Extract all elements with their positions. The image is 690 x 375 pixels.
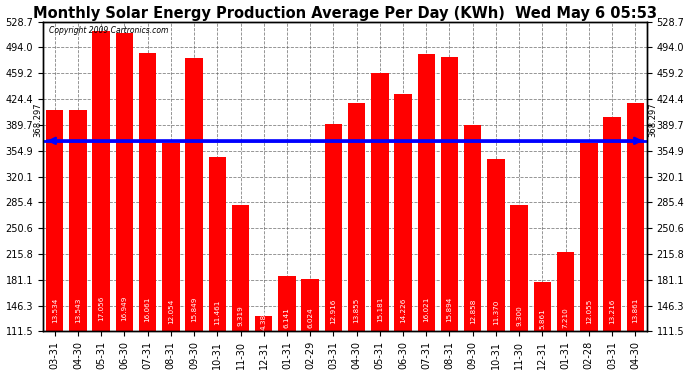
Bar bbox=[395, 94, 412, 375]
Text: 13.543: 13.543 bbox=[75, 298, 81, 323]
Bar bbox=[186, 58, 203, 375]
Bar bbox=[580, 143, 598, 375]
Text: 15.849: 15.849 bbox=[191, 296, 197, 322]
Bar bbox=[464, 125, 482, 375]
Bar bbox=[69, 110, 87, 375]
Text: 11.461: 11.461 bbox=[215, 299, 220, 325]
Bar bbox=[348, 103, 365, 375]
Title: Monthly Solar Energy Production Average Per Day (KWh)  Wed May 6 05:53: Monthly Solar Energy Production Average … bbox=[33, 6, 657, 21]
Text: 15.181: 15.181 bbox=[377, 297, 383, 322]
Text: 7.210: 7.210 bbox=[562, 307, 569, 328]
Text: 12.916: 12.916 bbox=[331, 298, 337, 324]
Text: 17.056: 17.056 bbox=[98, 296, 104, 321]
Text: 13.534: 13.534 bbox=[52, 298, 58, 323]
Bar bbox=[557, 252, 574, 375]
Text: 15.894: 15.894 bbox=[446, 296, 453, 322]
Text: 6.024: 6.024 bbox=[307, 308, 313, 328]
Text: 12.858: 12.858 bbox=[470, 298, 475, 324]
Text: 16.949: 16.949 bbox=[121, 296, 128, 321]
Bar bbox=[116, 33, 133, 375]
Text: 368.297: 368.297 bbox=[648, 102, 657, 137]
Bar bbox=[533, 282, 551, 375]
Text: 6.141: 6.141 bbox=[284, 308, 290, 328]
Bar bbox=[302, 279, 319, 375]
Text: Copyright 2009 Cartronics.com: Copyright 2009 Cartronics.com bbox=[49, 26, 168, 35]
Text: 5.861: 5.861 bbox=[540, 308, 545, 328]
Bar bbox=[255, 316, 273, 375]
Text: 9.300: 9.300 bbox=[516, 306, 522, 326]
Bar bbox=[139, 53, 157, 375]
Bar bbox=[208, 157, 226, 375]
Bar bbox=[441, 57, 458, 375]
Text: 9.319: 9.319 bbox=[237, 305, 244, 326]
Bar bbox=[325, 124, 342, 375]
Text: 14.226: 14.226 bbox=[400, 297, 406, 323]
Bar bbox=[278, 276, 295, 375]
Text: 368.297: 368.297 bbox=[33, 102, 42, 137]
Bar bbox=[627, 103, 644, 375]
Bar bbox=[162, 143, 179, 375]
Bar bbox=[371, 73, 388, 375]
Bar bbox=[417, 54, 435, 375]
Bar bbox=[487, 159, 504, 375]
Bar bbox=[46, 110, 63, 375]
Text: 4.389: 4.389 bbox=[261, 309, 267, 330]
Text: 13.861: 13.861 bbox=[632, 298, 638, 323]
Text: 11.370: 11.370 bbox=[493, 299, 499, 325]
Text: 12.055: 12.055 bbox=[586, 299, 592, 324]
Text: 13.855: 13.855 bbox=[353, 298, 359, 323]
Text: 16.061: 16.061 bbox=[145, 296, 150, 322]
Bar bbox=[92, 31, 110, 375]
Bar bbox=[603, 117, 621, 375]
Text: 12.054: 12.054 bbox=[168, 299, 174, 324]
Text: 16.021: 16.021 bbox=[423, 296, 429, 322]
Bar bbox=[232, 205, 249, 375]
Bar bbox=[511, 205, 528, 375]
Text: 13.216: 13.216 bbox=[609, 298, 615, 324]
